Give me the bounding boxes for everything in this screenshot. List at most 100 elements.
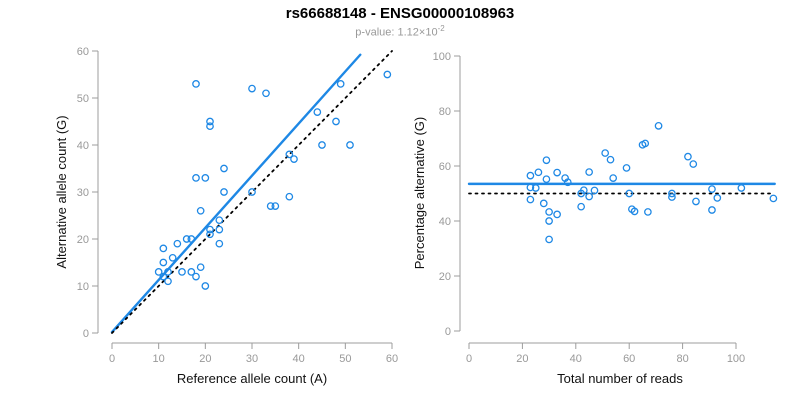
data-point xyxy=(220,188,228,196)
identity-line xyxy=(111,50,393,334)
data-point xyxy=(215,216,224,225)
data-point xyxy=(187,268,196,276)
data-point xyxy=(601,149,610,157)
x-axis-tick-label: 60 xyxy=(386,353,398,365)
data-point xyxy=(534,168,543,177)
y-axis-tick-label: 20 xyxy=(439,271,451,283)
data-point xyxy=(577,189,585,198)
data-point xyxy=(192,272,200,281)
data-point xyxy=(713,194,722,202)
y-axis-tick-label: 0 xyxy=(445,326,451,338)
data-point xyxy=(628,205,636,214)
data-point xyxy=(708,206,716,214)
data-point xyxy=(206,117,214,126)
data-point xyxy=(248,84,256,93)
data-point xyxy=(644,208,652,216)
y-axis-tick-label: 60 xyxy=(77,46,89,58)
data-point xyxy=(692,197,700,206)
data-point xyxy=(542,175,551,184)
y-axis-tick-label: 80 xyxy=(439,106,451,118)
data-point xyxy=(206,230,214,239)
data-point xyxy=(168,253,177,262)
data-point xyxy=(609,174,618,182)
data-point xyxy=(164,277,172,286)
data-point xyxy=(313,108,322,116)
y-axis-tick-label: 0 xyxy=(83,328,89,340)
data-point xyxy=(526,183,535,192)
figure-subtitle: p-value: 1.12×10-2 xyxy=(0,24,800,39)
allele-count-scatter-plot: 0 10 20 30 40 50 60 0 10 20 30 40 50 60 xyxy=(77,46,398,365)
x-axis-tick-label: 0 xyxy=(109,353,115,365)
x-axis-tick-label: 30 xyxy=(246,353,258,365)
data-point xyxy=(159,272,168,281)
left-x-axis-title: Reference allele count (A) xyxy=(177,371,327,386)
left-y-axis-title: Alternative allele count (G) xyxy=(54,115,69,268)
data-point xyxy=(182,235,191,243)
data-point xyxy=(285,192,294,201)
data-point xyxy=(638,140,647,149)
data-point xyxy=(689,160,698,168)
data-point xyxy=(737,184,746,192)
data-point xyxy=(545,208,553,216)
x-axis-tick-label: 0 xyxy=(466,353,472,365)
data-point xyxy=(539,199,548,208)
data-point xyxy=(531,184,540,192)
data-point xyxy=(585,168,594,176)
x-axis-tick-label: 100 xyxy=(727,353,745,365)
data-point xyxy=(526,171,535,180)
fit-line xyxy=(110,53,362,334)
x-axis-tick-label: 50 xyxy=(339,353,351,365)
data-point xyxy=(708,185,716,193)
data-point xyxy=(154,268,163,276)
data-point xyxy=(526,195,535,204)
data-point xyxy=(577,202,585,211)
data-point xyxy=(318,141,326,149)
data-point xyxy=(668,189,676,198)
y-axis-tick-label: 40 xyxy=(77,140,89,152)
right-x-axis-title: Total number of reads xyxy=(557,371,683,386)
data-point xyxy=(606,155,615,164)
data-point xyxy=(201,174,210,182)
data-point xyxy=(590,186,599,195)
x-axis-tick-label: 10 xyxy=(153,353,165,365)
figure-title: rs66688148 - ENSG00000108963 xyxy=(285,5,515,22)
data-point xyxy=(220,164,228,173)
data-point xyxy=(187,235,196,243)
data-point xyxy=(196,263,205,272)
data-point xyxy=(192,174,200,182)
data-point xyxy=(262,89,270,98)
p-value-text: p-value: 1.12×10 xyxy=(355,26,438,39)
y-axis-tick-label: 30 xyxy=(77,187,89,199)
data-point xyxy=(215,225,224,234)
data-point xyxy=(668,193,676,201)
data-point xyxy=(769,194,778,203)
y-axis-tick-label: 40 xyxy=(439,216,451,228)
x-axis-tick-label: 20 xyxy=(199,353,211,365)
data-point xyxy=(622,164,631,172)
y-axis-tick-label: 50 xyxy=(77,93,89,105)
percentage-alternative-plot: 0 20 40 60 80 100 0 20 40 60 80 100 xyxy=(433,51,778,365)
data-point xyxy=(178,268,186,276)
p-value-exponent: -2 xyxy=(437,24,445,33)
right-y-axis-title: Percentage alternative (G) xyxy=(412,117,427,269)
x-axis-tick-label: 60 xyxy=(623,353,635,365)
y-axis-tick-label: 100 xyxy=(433,51,451,63)
data-point xyxy=(383,70,392,79)
data-point xyxy=(159,244,168,253)
data-point xyxy=(684,152,692,161)
data-point xyxy=(206,225,214,234)
data-point xyxy=(201,282,210,290)
data-point xyxy=(164,268,172,276)
data-point xyxy=(248,188,256,196)
y-axis-tick-label: 20 xyxy=(77,234,89,246)
data-point xyxy=(563,178,572,187)
data-point xyxy=(625,189,634,198)
data-point xyxy=(654,122,663,130)
x-axis-tick-label: 40 xyxy=(293,353,305,365)
data-point xyxy=(545,235,553,244)
data-point xyxy=(215,239,224,248)
data-point xyxy=(206,122,214,131)
y-axis-tick-label: 10 xyxy=(77,281,89,293)
